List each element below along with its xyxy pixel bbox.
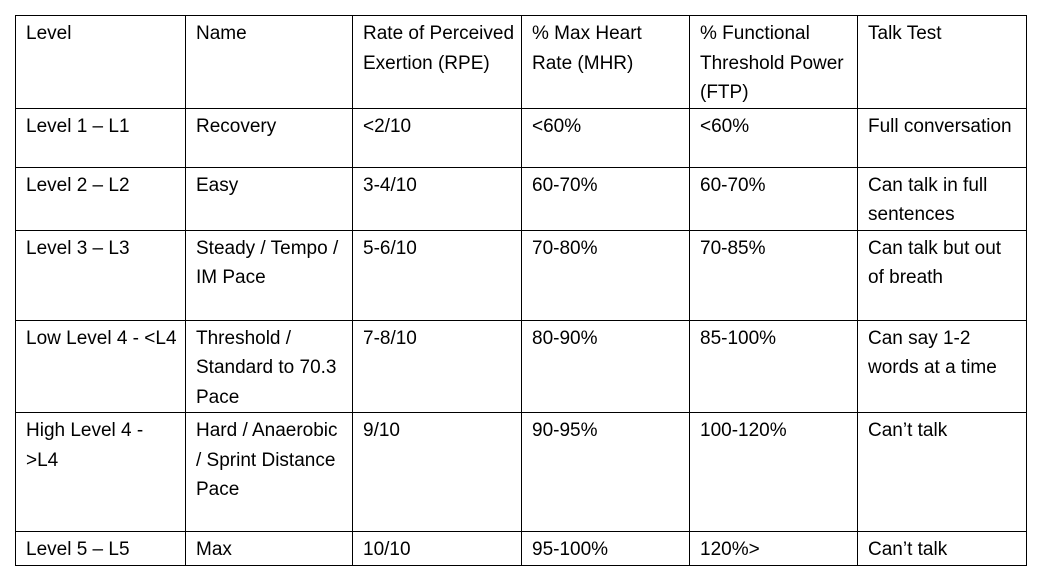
cell: Full conversation (857, 107, 1027, 168)
cell: 60-70% (521, 166, 690, 231)
cell: Level 2 – L2 (15, 166, 186, 231)
table-row: Low Level 4 - <L4 Threshold / Standard to… (15, 319, 1027, 413)
cell: 85-100% (689, 319, 858, 413)
cell: 7-8/10 (352, 319, 522, 413)
header-cell: Name (185, 15, 353, 109)
header-cell: Talk Test (857, 15, 1027, 109)
cell: <2/10 (352, 107, 522, 168)
cell: High Level 4 - >L4 (15, 412, 186, 532)
table-row: Level 2 – L2 Easy 3-4/10 60-70% 60-70% Can ta… (15, 166, 1027, 231)
cell: Can say 1-2 words at a time (857, 319, 1027, 413)
table-row: High Level 4 - >L4 Hard / Anaerobic / Spr… (15, 412, 1027, 532)
cell: 70-80% (521, 229, 690, 321)
table-row: Level 5 – L5 Max 10/10 95-100% 120%> Can’t ta… (15, 531, 1027, 566)
cell: Recovery (185, 107, 353, 168)
header-cell: Rate of Perceived Exertion (RPE) (352, 15, 522, 109)
cell: 5-6/10 (352, 229, 522, 321)
table-row: Level 1 – L1 Recovery <2/10 <60% <60% Full co… (15, 107, 1027, 168)
header-cell: % Functional Threshold Power (FTP) (689, 15, 858, 109)
cell: 80-90% (521, 319, 690, 413)
cell: 10/10 (352, 531, 522, 566)
header-row: Level Name Rate of Perceived Exertion (RPE… (15, 15, 1027, 109)
cell: 95-100% (521, 531, 690, 566)
cell: Low Level 4 - <L4 (15, 319, 186, 413)
cell: Can’t talk (857, 531, 1027, 566)
cell: Hard / Anaerobic / Sprint Distance Pace (185, 412, 353, 532)
cell: Can talk but out of breath (857, 229, 1027, 321)
cell: 100-120% (689, 412, 858, 532)
table-row: Level 3 – L3 Steady / Tempo / IM Pace 5-6/… (15, 229, 1027, 321)
cell: 90-95% (521, 412, 690, 532)
cell: Can talk in full sentences (857, 166, 1027, 231)
header-cell: Level (15, 15, 186, 109)
cell: 120%> (689, 531, 858, 566)
cell: Threshold / Standard to 70.3 Pace (185, 319, 353, 413)
header-cell: % Max Heart Rate (MHR) (521, 15, 690, 109)
cell: Level 3 – L3 (15, 229, 186, 321)
cell: 60-70% (689, 166, 858, 231)
cell: <60% (689, 107, 858, 168)
cell: Easy (185, 166, 353, 231)
cell: 70-85% (689, 229, 858, 321)
table: Level Name Rate of Perceived Exertion (RPE… (15, 15, 1027, 566)
cell: Level 5 – L5 (15, 531, 186, 566)
cell: 9/10 (352, 412, 522, 532)
cell: Can’t talk (857, 412, 1027, 532)
cell: Level 1 – L1 (15, 107, 186, 168)
cell: <60% (521, 107, 690, 168)
cell: Max (185, 531, 353, 566)
cell: 3-4/10 (352, 166, 522, 231)
cell: Steady / Tempo / IM Pace (185, 229, 353, 321)
